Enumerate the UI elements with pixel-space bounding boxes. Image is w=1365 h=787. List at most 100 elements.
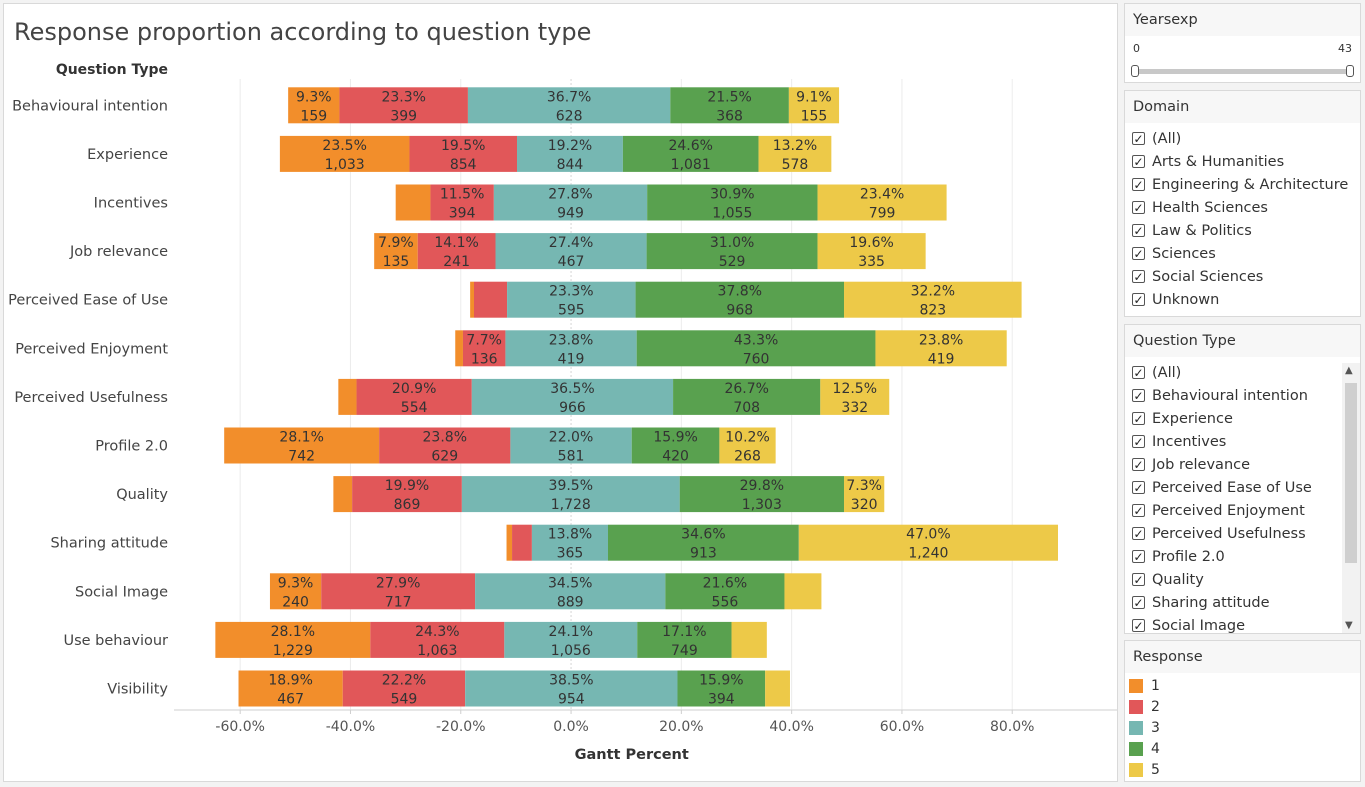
data-label-count: 1,081 (671, 157, 711, 173)
data-label-count: 467 (558, 254, 585, 270)
category-label: Perceived Usefulness (14, 390, 168, 406)
data-label-count: 419 (928, 351, 955, 367)
checkbox-checked-icon[interactable]: ✓ (1132, 434, 1145, 449)
data-label-count: 529 (719, 254, 746, 270)
data-label-count: 556 (712, 594, 739, 610)
slider-max-handle[interactable] (1346, 65, 1354, 77)
question-type-option-label: Quality (1152, 571, 1204, 588)
question-type-option[interactable]: ✓ Experience (1125, 407, 1340, 430)
bar-segment-1 (279, 135, 410, 172)
domain-option[interactable]: ✓ Arts & Humanities (1125, 150, 1360, 173)
legend-swatch (1129, 762, 1143, 777)
bar-segment-3 (471, 378, 674, 415)
legend-item[interactable]: 4 (1125, 738, 1360, 759)
scroll-down-icon[interactable]: ▼ (1345, 620, 1353, 631)
checkbox-checked-icon[interactable]: ✓ (1132, 549, 1145, 564)
data-label-count: 869 (394, 497, 421, 513)
category-label: Use behaviour (63, 633, 168, 649)
checkbox-checked-icon[interactable]: ✓ (1132, 131, 1145, 146)
question-type-option[interactable]: ✓ Perceived Enjoyment (1125, 499, 1340, 522)
data-label-count: 136 (471, 351, 498, 367)
bar-segment-2 (356, 378, 472, 415)
question-type-option[interactable]: ✓ Perceived Usefulness (1125, 522, 1340, 545)
scroll-up-icon[interactable]: ▲ (1345, 365, 1353, 376)
checkbox-checked-icon[interactable]: ✓ (1132, 269, 1145, 284)
domain-option[interactable]: ✓ Law & Politics (1125, 219, 1360, 242)
question-type-option[interactable]: ✓ Sharing attitude (1125, 591, 1340, 614)
domain-option[interactable]: ✓ Sciences (1125, 242, 1360, 265)
bar-segment-3 (467, 87, 671, 124)
bar-segment-2 (473, 281, 508, 318)
data-label-count: 159 (300, 108, 327, 124)
question-type-option[interactable]: ✓ Quality (1125, 568, 1340, 591)
category-label: Profile 2.0 (95, 439, 168, 455)
x-tick-label: -60.0% (215, 719, 265, 735)
bar-segment-1 (374, 233, 418, 270)
checkbox-checked-icon[interactable]: ✓ (1132, 292, 1145, 307)
domain-option-label: Law & Politics (1152, 222, 1252, 239)
chart-title: Response proportion according to questio… (14, 18, 592, 46)
checkbox-checked-icon[interactable]: ✓ (1132, 618, 1145, 633)
checkbox-checked-icon[interactable]: ✓ (1132, 223, 1145, 238)
legend-item[interactable]: 1 (1125, 675, 1360, 696)
question-type-option[interactable]: ✓ Social Image (1125, 614, 1340, 633)
checkbox-checked-icon[interactable]: ✓ (1132, 411, 1145, 426)
checkbox-checked-icon[interactable]: ✓ (1132, 457, 1145, 472)
bar-segment-2 (321, 573, 476, 610)
legend-item[interactable]: 3 (1125, 717, 1360, 738)
data-label-percent: 13.8% (548, 527, 592, 543)
question-type-option[interactable]: ✓ Job relevance (1125, 453, 1340, 476)
question-type-option[interactable]: ✓ Behavioural intention (1125, 384, 1340, 407)
data-label-count: 954 (558, 692, 585, 708)
data-label-count: 365 (557, 546, 584, 562)
checkbox-checked-icon[interactable]: ✓ (1132, 177, 1145, 192)
domain-option[interactable]: ✓ Health Sciences (1125, 196, 1360, 219)
category-label: Visibility (107, 682, 168, 698)
data-label-count: 823 (919, 303, 946, 319)
data-label-percent: 27.9% (376, 575, 420, 591)
question-type-option[interactable]: ✓ Perceived Ease of Use (1125, 476, 1340, 499)
checkbox-checked-icon[interactable]: ✓ (1132, 388, 1145, 403)
checkbox-checked-icon[interactable]: ✓ (1132, 526, 1145, 541)
legend-item[interactable]: 2 (1125, 696, 1360, 717)
data-label-percent: 19.5% (441, 138, 485, 154)
data-label-percent: 36.7% (547, 89, 591, 105)
legend-label: 5 (1151, 761, 1160, 778)
scrollbar[interactable]: ▲ ▼ (1342, 363, 1360, 633)
checkbox-checked-icon[interactable]: ✓ (1132, 480, 1145, 495)
checkbox-checked-icon[interactable]: ✓ (1132, 246, 1145, 261)
data-label-percent: 23.8% (549, 332, 593, 348)
checkbox-checked-icon[interactable]: ✓ (1132, 503, 1145, 518)
data-label-count: 268 (734, 449, 761, 465)
bar-segment-3 (504, 621, 638, 658)
bar-segment-5 (844, 281, 1022, 318)
data-label-percent: 21.6% (703, 575, 747, 591)
legend-label: 4 (1151, 740, 1160, 757)
question-type-option[interactable]: ✓ Incentives (1125, 430, 1340, 453)
slider-min-handle[interactable] (1131, 65, 1139, 77)
data-label-percent: 39.5% (549, 478, 593, 494)
checkbox-checked-icon[interactable]: ✓ (1132, 200, 1145, 215)
scrollbar-thumb[interactable] (1345, 383, 1357, 563)
domain-option[interactable]: ✓ Engineering & Architecture (1125, 173, 1360, 196)
checkbox-checked-icon[interactable]: ✓ (1132, 572, 1145, 587)
bar-segment-3 (505, 330, 637, 367)
question-type-option[interactable]: ✓ (All) (1125, 361, 1340, 384)
data-label-count: 949 (557, 206, 584, 222)
domain-option[interactable]: ✓ (All) (1125, 127, 1360, 150)
category-label: Incentives (94, 196, 168, 212)
data-label-percent: 23.3% (549, 284, 593, 300)
data-label-percent: 34.6% (681, 527, 725, 543)
question-type-option[interactable]: ✓ Profile 2.0 (1125, 545, 1340, 568)
domain-option[interactable]: ✓ Unknown (1125, 288, 1360, 311)
domain-option[interactable]: ✓ Social Sciences (1125, 265, 1360, 288)
legend-swatch (1129, 699, 1143, 714)
data-label-percent: 17.1% (662, 624, 706, 640)
bar-segment-2 (462, 330, 506, 367)
checkbox-checked-icon[interactable]: ✓ (1132, 365, 1145, 380)
checkbox-checked-icon[interactable]: ✓ (1132, 154, 1145, 169)
bar-segment-3 (495, 233, 647, 270)
yearsexp-slider-track[interactable] (1135, 69, 1350, 74)
checkbox-checked-icon[interactable]: ✓ (1132, 595, 1145, 610)
legend-item[interactable]: 5 (1125, 759, 1360, 780)
